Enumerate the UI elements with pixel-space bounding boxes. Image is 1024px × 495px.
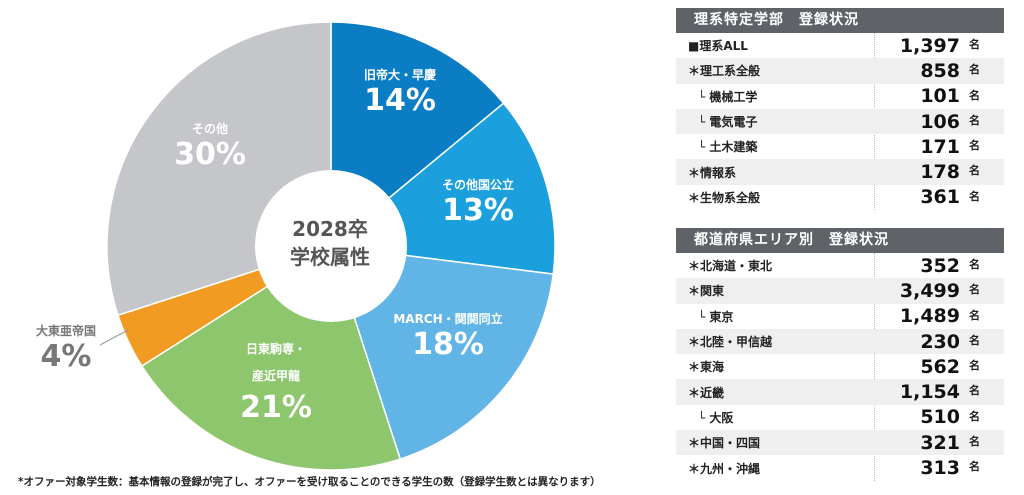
pie-slice-2	[329, 245, 555, 460]
row-unit: 名	[969, 139, 980, 153]
row-unit: 名	[969, 88, 980, 102]
table-row: ＊中国・四国 321 名	[676, 430, 1004, 456]
row-unit: 名	[969, 189, 980, 203]
area-table: 都道府県エリア別 登録状況 ＊北海道・東北 352 名 ＊関東 3,499 名 └ 東京 1,4…	[676, 228, 1004, 481]
row-value: 321	[920, 431, 960, 454]
slice-label-march: MARCH・関関同立 18%	[393, 312, 503, 362]
row-label: ＊生物系全般	[688, 190, 761, 205]
table-row: ■理系ALL 1,397 名	[676, 33, 1004, 58]
row-value: 562	[920, 355, 960, 378]
row-label: └ 大阪	[698, 410, 734, 425]
table-row: └ 電気電子 106 名	[676, 108, 1004, 135]
row-label: └ 土木建築	[698, 140, 758, 155]
table-row: ＊北海道・東北 352 名	[676, 253, 1004, 278]
table-row: └ 機械工学 101 名	[676, 84, 1004, 109]
row-value: 106	[920, 110, 960, 133]
row-label: ＊中国・四国	[688, 436, 761, 451]
table-row: ＊東海 562 名	[676, 354, 1004, 379]
table-row: └ 大阪 510 名	[676, 405, 1004, 430]
row-label: ＊関東	[688, 284, 725, 299]
science-faculty-table: 理系特定学部 登録状況 ■理系ALL 1,397 名 ＊理工系全般 858 名 └ 機械工学 1…	[676, 8, 1004, 211]
row-value: 230	[920, 330, 960, 353]
row-value: 178	[920, 161, 960, 184]
pie-center-title: 2028卒 学校属性	[290, 217, 370, 269]
row-value: 510	[920, 406, 960, 429]
pie-center-hole	[255, 170, 407, 322]
pie-chart	[99, 21, 556, 470]
row-unit: 名	[969, 384, 980, 398]
row-unit: 名	[969, 283, 980, 297]
row-unit: 名	[969, 258, 980, 271]
row-value: 3,499	[899, 279, 960, 302]
row-value: 352	[920, 254, 960, 277]
slice-label-kyuteidai: 旧帝大・早慶 14%	[363, 68, 437, 118]
footnote: *オファー対象学生数：基本情報の登録が完了し、オファーを受け取ることのできる学生…	[18, 476, 601, 488]
row-unit: 名	[969, 308, 980, 322]
table-row: ＊北陸・甲信越 230 名	[676, 328, 1004, 355]
row-value: 361	[920, 186, 960, 209]
row-label: ＊北海道・東北	[688, 259, 773, 274]
row-value: 313	[920, 457, 960, 480]
slice-label-daitoa: 大東亜帝国 4%	[35, 324, 97, 374]
slice-label-kokkoritsu: その他国公立 13%	[441, 178, 515, 228]
row-label: ＊九州・沖縄	[688, 461, 761, 476]
row-unit: 名	[969, 435, 980, 449]
row-unit: 名	[969, 460, 980, 474]
row-label: ＊近畿	[688, 385, 725, 400]
row-label: └ 機械工学	[698, 89, 758, 104]
row-label: ＊理工系全般	[688, 64, 761, 79]
table-title: 理系特定学部 登録状況	[676, 8, 1004, 33]
table-row: ＊生物系全般 361 名	[676, 185, 1004, 210]
row-unit: 名	[969, 359, 980, 373]
table-row: ＊関東 3,499 名	[676, 278, 1004, 304]
table-row: ＊理工系全般 858 名	[676, 58, 1004, 84]
row-value: 171	[920, 135, 960, 158]
table-row: └ 土木建築 171 名	[676, 134, 1004, 159]
row-value: 101	[920, 85, 960, 108]
row-unit: 名	[969, 333, 980, 347]
leader-line	[99, 329, 129, 346]
row-unit: 名	[969, 38, 980, 51]
row-value: 1,397	[899, 34, 960, 57]
row-unit: 名	[969, 113, 980, 127]
row-label: ＊情報系	[688, 165, 737, 180]
row-label: ＊北陸・甲信越	[688, 335, 773, 350]
table-title: 都道府県エリア別 登録状況	[676, 228, 1004, 253]
row-value: 1,154	[899, 381, 960, 404]
row-label: └ 電気電子	[698, 115, 758, 130]
row-unit: 名	[969, 63, 980, 77]
slice-label-nittokomasen: 日東駒専・ 産近甲龍 21%	[240, 342, 312, 425]
table-row: ＊九州・沖縄 313 名	[676, 455, 1004, 480]
row-value: 858	[920, 59, 960, 82]
row-label: ■理系ALL	[688, 39, 748, 54]
slice-label-other: その他 30%	[174, 122, 246, 172]
row-unit: 名	[969, 409, 980, 423]
table-row: ＊近畿 1,154 名	[676, 379, 1004, 405]
row-label: └ 東京	[698, 309, 734, 324]
row-label: ＊東海	[688, 360, 725, 375]
table-row: └ 東京 1,489 名	[676, 304, 1004, 329]
table-row: ＊情報系 178 名	[676, 159, 1004, 185]
row-unit: 名	[969, 164, 980, 178]
row-value: 1,489	[899, 305, 960, 328]
